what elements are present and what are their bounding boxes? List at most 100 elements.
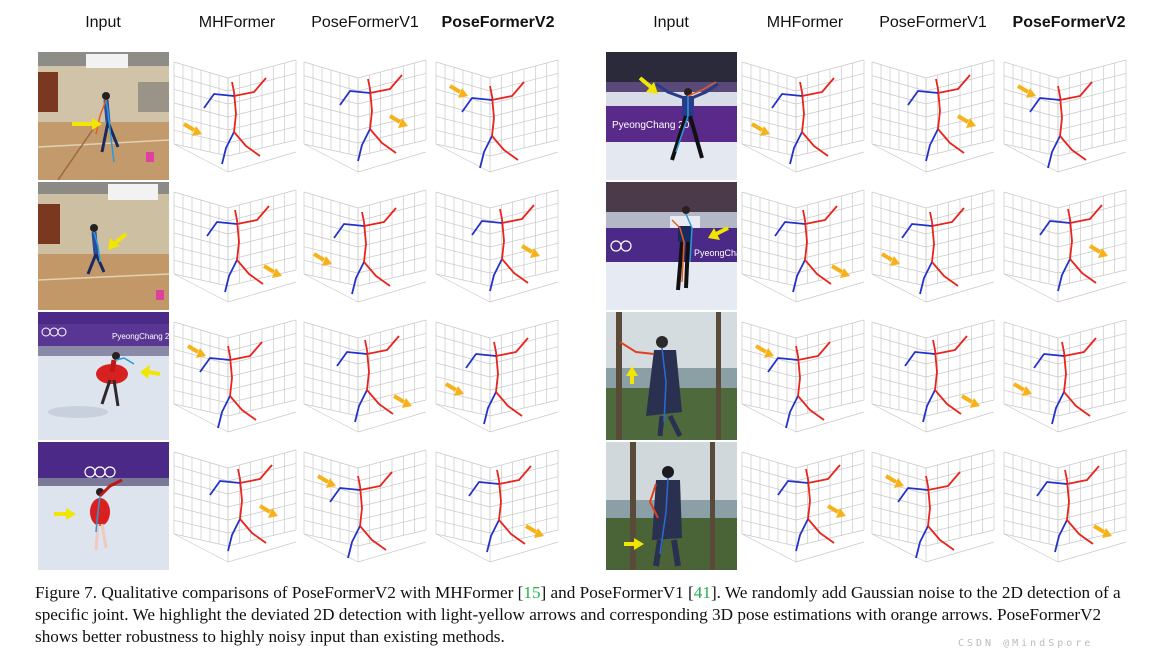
pyeongchang-text: PyeongCha (694, 248, 737, 258)
citation-link-41[interactable]: 41 (693, 583, 711, 602)
pose-skeleton (312, 207, 397, 295)
arrow-icon (880, 252, 900, 266)
pose-skeleton (884, 471, 961, 559)
grid-box (741, 189, 865, 303)
header-poseformerv1-left: PoseFormerV1 (311, 14, 419, 31)
header-poseformerv2-left: PoseFormerV2 (441, 14, 555, 31)
arrow-icon (750, 122, 770, 136)
grid-box (1003, 449, 1127, 563)
grid-box (303, 189, 427, 303)
arrow-icon (754, 344, 774, 358)
arrow-icon (448, 84, 468, 98)
header-poseformerv1-right: PoseFormerV1 (879, 14, 987, 31)
grid-box (871, 319, 995, 433)
pose-skeleton (182, 77, 267, 165)
grid-box (173, 449, 297, 563)
pose-skeleton (206, 205, 282, 293)
caption-text-1: Figure 7. Qualitative comparisons of Pos… (35, 583, 524, 602)
grid-box (435, 59, 559, 173)
pose-skeleton (444, 337, 529, 425)
pyeongchang-text: PyeongChang 20 (612, 120, 690, 131)
pose-skeleton (907, 74, 976, 162)
pose-skeleton (209, 464, 278, 552)
input-photo-taichi-1 (606, 312, 737, 440)
pose-plot-r3-poseformerv2 (435, 319, 559, 433)
pose-skeleton (1012, 337, 1097, 425)
grid-box (435, 319, 559, 433)
input-photo-skater-3: PyeongChang 20 (606, 52, 737, 180)
grid-box (741, 319, 865, 433)
arrow-icon (186, 344, 206, 358)
header-input-left: Input (85, 14, 121, 31)
grid-box (1003, 59, 1127, 173)
arrow-icon (182, 122, 202, 136)
pose-skeleton (1016, 81, 1093, 169)
pose-skeleton (880, 207, 965, 295)
arrow-icon (830, 264, 850, 278)
arrow-icon (1012, 382, 1032, 396)
pose-plot-r3-poseformerv1-right (871, 319, 995, 433)
pose-plot-r2-poseformerv1-right (871, 189, 995, 303)
grid-box (435, 449, 559, 563)
pose-plot-r1-poseformerv1-right (871, 59, 995, 173)
figure-caption: Figure 7. Qualitative comparisons of Pos… (35, 582, 1145, 648)
pose-plot-r1-poseformerv1 (303, 59, 427, 173)
grid-box (173, 319, 297, 433)
input-photo-gym-1 (38, 52, 169, 180)
pyeongchang-text: PyeongChang 201 (112, 332, 169, 341)
grid-box (871, 59, 995, 173)
header-input-right: Input (653, 14, 689, 31)
arrow-icon (1092, 524, 1112, 538)
pose-plot-r4-poseformerv1-right (871, 449, 995, 563)
arrow-icon (520, 244, 540, 258)
arrow-icon (262, 264, 282, 278)
pose-plot-r3-poseformerv1 (303, 319, 427, 433)
header-mhformer-right: MHFormer (766, 14, 844, 31)
arrow-icon (826, 504, 846, 518)
arrow-icon (444, 382, 464, 396)
arrow-icon (956, 114, 976, 128)
input-photo-taichi-2 (606, 442, 737, 570)
pose-plot-r4-mhformer (173, 449, 297, 563)
pose-skeleton (774, 205, 850, 293)
pose-plot-r1-mhformer (173, 59, 297, 173)
grid-box (303, 59, 427, 173)
header-mhformer-left: MHFormer (198, 14, 276, 31)
caption-text-2: ] and PoseFormerV1 [ (540, 583, 694, 602)
pose-plot-r4-poseformerv2-right (1003, 449, 1127, 563)
pose-skeleton (448, 81, 525, 169)
grid-box (173, 189, 297, 303)
pose-skeleton (316, 471, 393, 559)
pose-skeleton (468, 465, 544, 553)
grid-box (741, 449, 865, 563)
caption-text-3: ]. We randomly add Gaussian noise to the… (35, 583, 1121, 646)
citation-link-15[interactable]: 15 (523, 583, 541, 602)
input-photo-skater-2 (38, 442, 169, 570)
arrow-icon (524, 524, 544, 538)
pose-skeleton (186, 341, 263, 429)
arrow-icon (312, 252, 332, 266)
arrow-icon (960, 394, 980, 408)
grid-box (1003, 189, 1127, 303)
pose-plot-r2-mhformer-right (741, 189, 865, 303)
arrow-icon (1088, 244, 1108, 258)
arrow-icon (884, 474, 904, 488)
pose-plot-r4-poseformerv2 (435, 449, 559, 563)
pose-skeleton (754, 341, 831, 429)
pose-plot-r3-mhformer-right (741, 319, 865, 433)
arrow-icon (258, 504, 278, 518)
grid-box (303, 319, 427, 433)
arrow-icon (392, 394, 412, 408)
pose-skeleton (1039, 204, 1108, 292)
watermark: CSDN @MindSpore (958, 638, 1094, 649)
pose-skeleton (339, 74, 408, 162)
pose-plot-r3-mhformer (173, 319, 297, 433)
arrow-icon (316, 474, 336, 488)
header-poseformerv2-right: PoseFormerV2 (1012, 14, 1126, 31)
pose-plot-r4-poseformerv1 (303, 449, 427, 563)
pose-plot-r2-poseformerv1 (303, 189, 427, 303)
arrow-icon (1016, 84, 1036, 98)
grid-box (1003, 319, 1127, 433)
pose-skeleton (336, 335, 412, 423)
pose-plot-r2-poseformerv2-right (1003, 189, 1127, 303)
